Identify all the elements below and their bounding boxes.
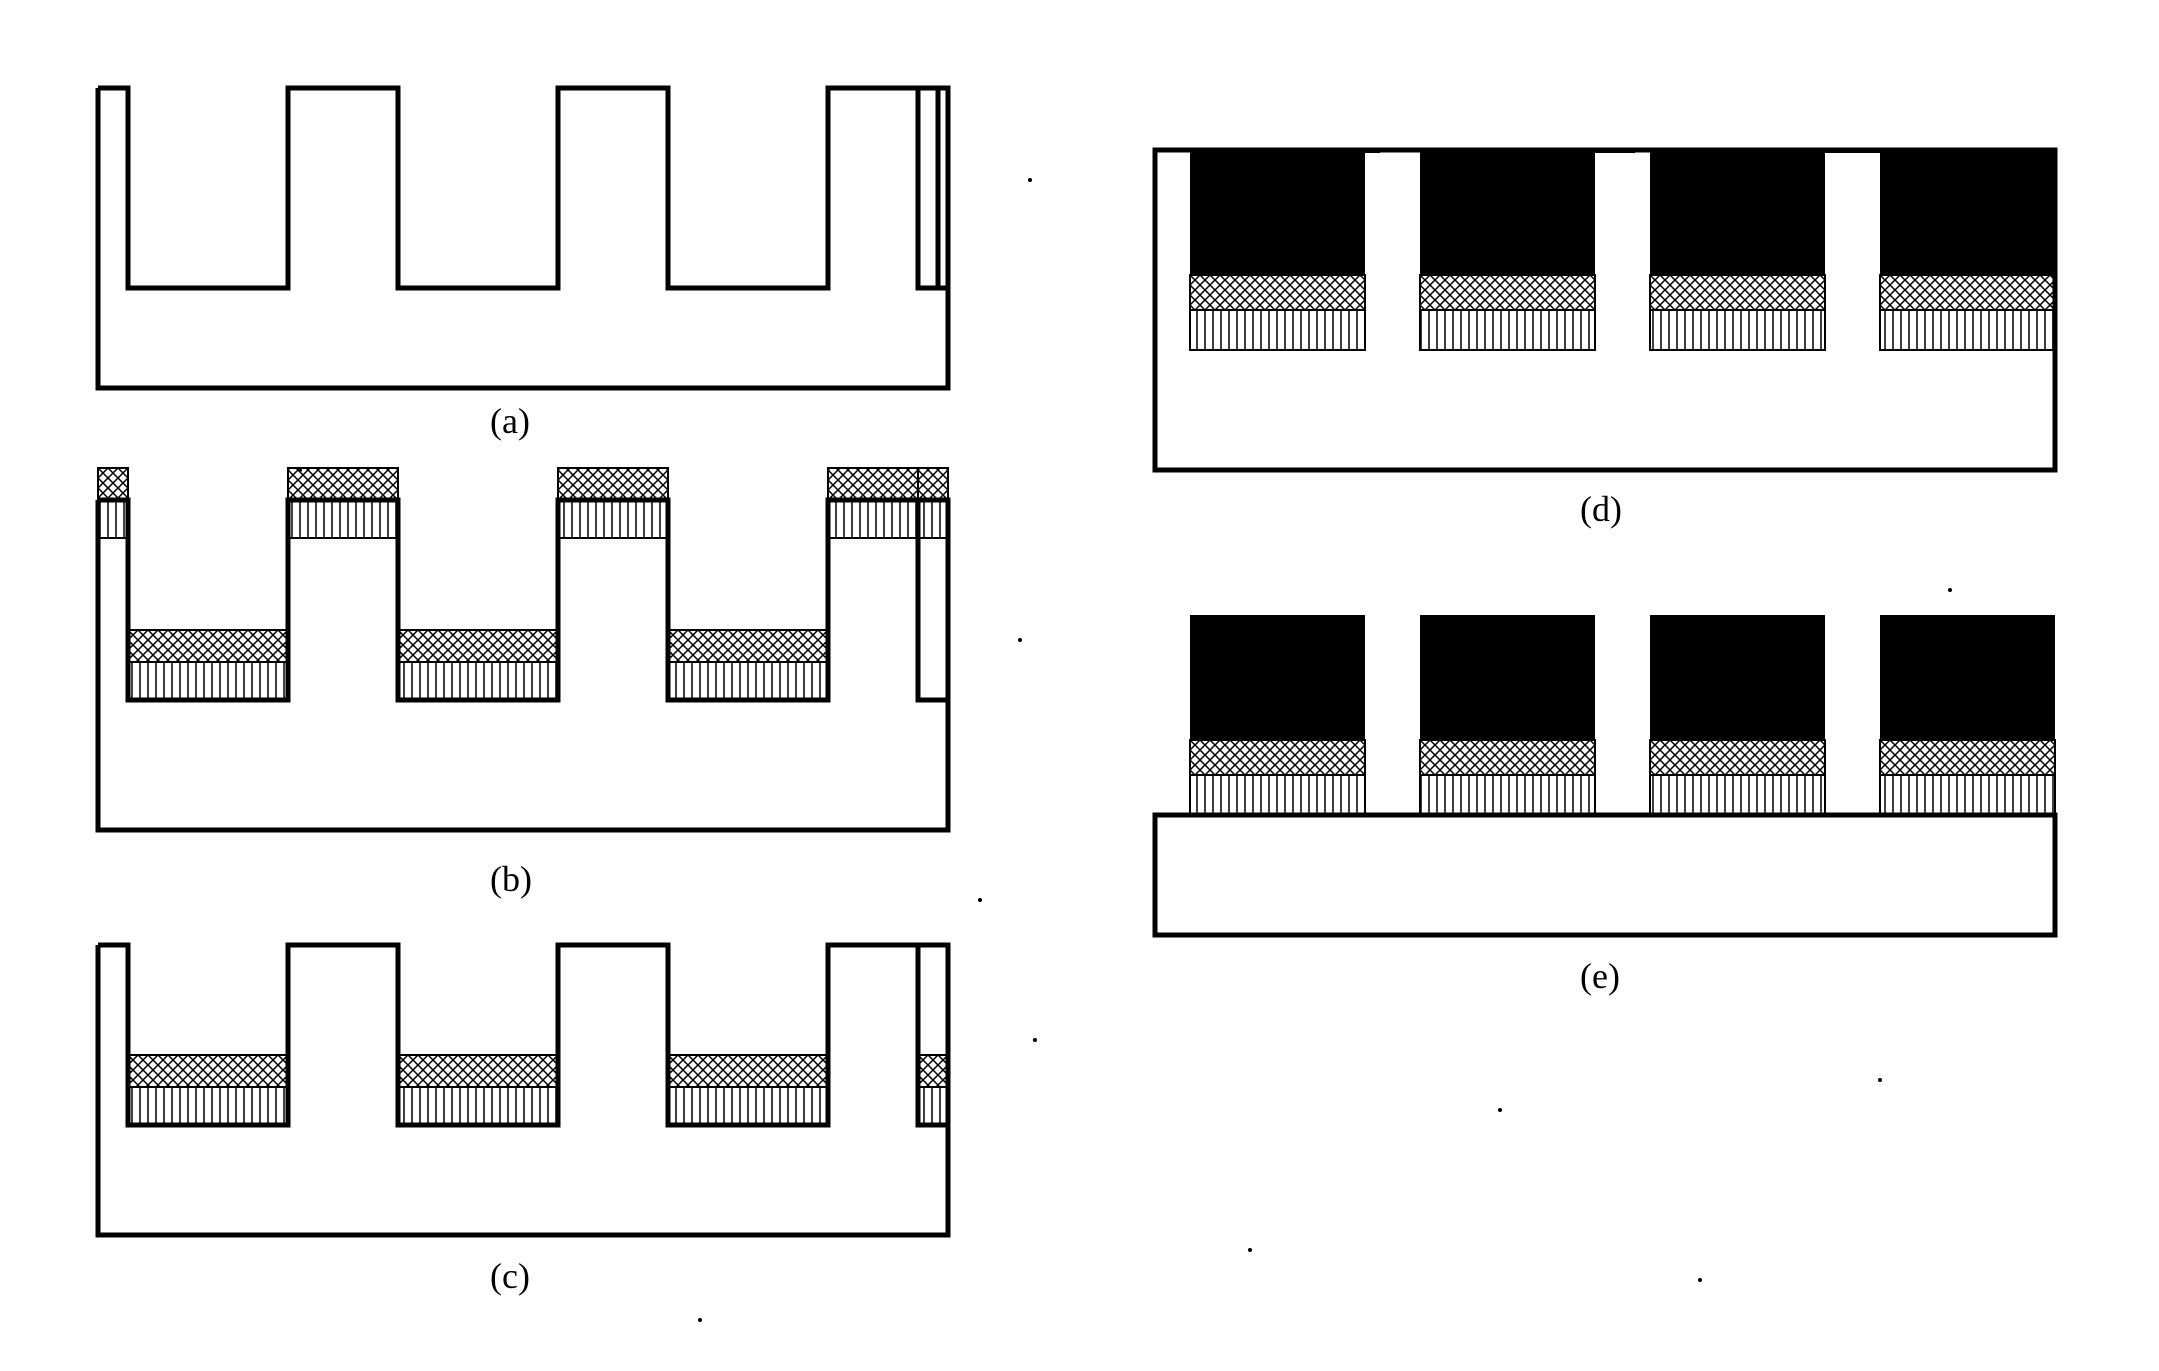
noise-dots [0,0,2159,1371]
